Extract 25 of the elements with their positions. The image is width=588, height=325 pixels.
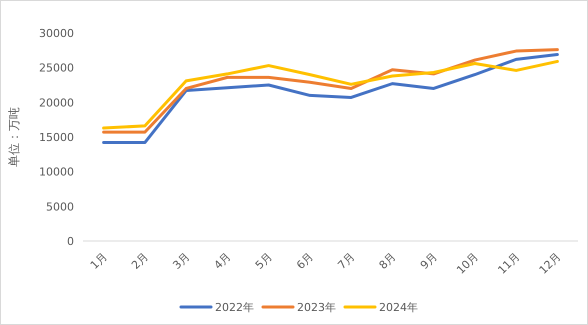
legend-label: 2022年: [215, 301, 254, 314]
x-tick-label: 5月: [252, 250, 275, 272]
y-tick-label: 15000: [39, 131, 74, 144]
x-tick-label: 1月: [88, 250, 110, 272]
line-series: [102, 52, 559, 144]
x-tick-label: 9月: [418, 250, 440, 272]
x-tick-label: 7月: [335, 250, 358, 272]
x-tick-label: 10月: [454, 250, 481, 277]
y-tick-label: 0: [67, 235, 74, 248]
x-tick-label: 4月: [212, 250, 234, 272]
y-tick-label: 5000: [46, 200, 74, 214]
y-tick-label: 20000: [39, 96, 74, 110]
legend-label: 2024年: [379, 301, 418, 314]
x-tick-label: 8月: [376, 250, 398, 272]
x-tick-label: 11月: [495, 250, 522, 277]
x-tick-label: 12月: [536, 250, 564, 277]
legend-label: 2023年: [297, 301, 336, 314]
x-tick-label: 6月: [294, 250, 316, 272]
line-series: [102, 60, 559, 130]
y-tick-label: 25000: [39, 62, 74, 75]
y-tick-label: 10000: [39, 166, 74, 179]
y-axis-title: 单位：万吨: [7, 107, 21, 167]
x-tick-label: 2月: [129, 250, 151, 272]
x-tick-label: 3月: [170, 250, 192, 272]
y-tick-label: 30000: [39, 27, 74, 40]
